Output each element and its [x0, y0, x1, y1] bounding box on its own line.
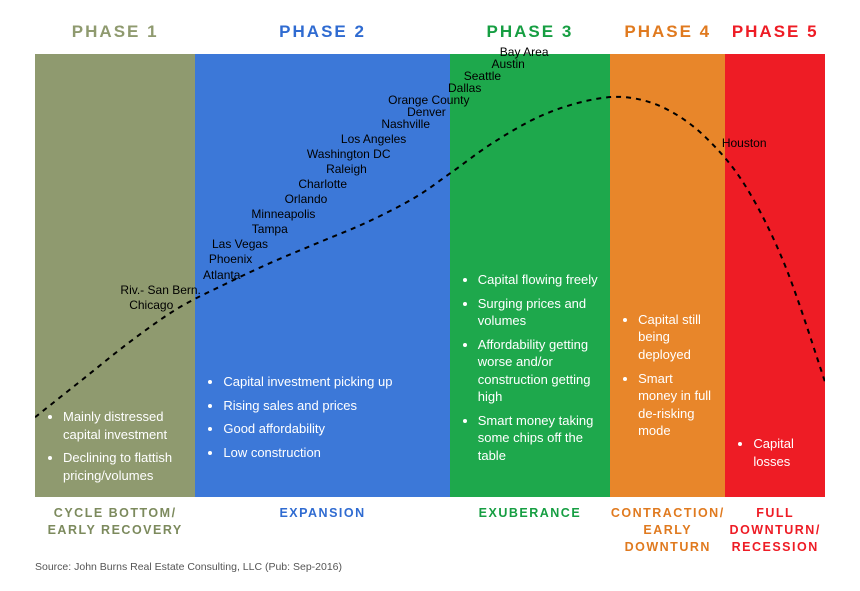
city-label: Washington DC [307, 147, 391, 161]
phase-footer-p5: FULLDOWNTURN/RECESSION [725, 501, 825, 557]
bullet: Surging prices and volumes [478, 295, 598, 330]
city-label: Austin [491, 57, 524, 71]
bullet: Affordability getting worse and/or const… [478, 336, 598, 406]
city-label: Seattle [464, 69, 501, 83]
city-label: Chicago [129, 298, 173, 312]
city-label: Houston [722, 136, 767, 150]
bullet: Mainly distressed capital investment [63, 408, 183, 443]
phase-header-p4: PHASE 4 [610, 22, 725, 50]
city-label: Las Vegas [212, 237, 268, 251]
bullet: Smart money taking some chips off the ta… [478, 412, 598, 465]
phase-column-p4: Capital still being deployed Smart money … [610, 54, 725, 497]
city-label: Dallas [448, 81, 481, 95]
city-label: Charlotte [298, 177, 347, 191]
phase-footer-p3: EXUBERANCE [450, 501, 610, 557]
city-label: Los Angeles [341, 132, 406, 146]
city-label: Minneapolis [251, 207, 315, 221]
phase-header-p2: PHASE 2 [195, 22, 449, 50]
bullet: Low construction [223, 444, 437, 462]
phase-bullets-p4: Capital still being deployed Smart money … [622, 311, 713, 446]
phase-header-p1: PHASE 1 [35, 22, 195, 50]
phase-bullets-p5: Capital losses [737, 435, 813, 476]
phase-footer-p1: CYCLE BOTTOM/EARLY RECOVERY [35, 501, 195, 557]
bullet: Declining to flattish pricing/volumes [63, 449, 183, 484]
city-label: Riv.- San Bern. [120, 283, 200, 297]
bullet: Good affordability [223, 420, 437, 438]
city-label: Bay Area [500, 45, 549, 59]
phase-footer-p4: CONTRACTION/EARLY DOWNTURN [610, 501, 725, 557]
chart-wrap: PHASE 1PHASE 2PHASE 3PHASE 4PHASE 5 Main… [0, 0, 860, 591]
bullet: Capital still being deployed [638, 311, 713, 364]
city-label: Orange County [388, 93, 469, 107]
footer-row: CYCLE BOTTOM/EARLY RECOVERYEXPANSIONEXUB… [35, 501, 825, 557]
phase-header-p5: PHASE 5 [725, 22, 825, 50]
header-row: PHASE 1PHASE 2PHASE 3PHASE 4PHASE 5 [35, 22, 825, 50]
bullet: Rising sales and prices [223, 397, 437, 415]
phases-bg: Mainly distressed capital investment Decl… [35, 54, 825, 497]
city-label: Tampa [252, 222, 288, 236]
bullet: Capital losses [753, 435, 813, 470]
phase-column-p3: Capital flowing freely Surging prices and… [450, 54, 610, 497]
phase-bullets-p3: Capital flowing freely Surging prices and… [462, 271, 598, 470]
bullet: Capital flowing freely [478, 271, 598, 289]
city-label: Atlanta [203, 268, 240, 282]
phase-bullets-p2: Capital investment picking up Rising sale… [207, 373, 437, 467]
phase-footer-p2: EXPANSION [195, 501, 449, 557]
bullet: Smart money in full de-risking mode [638, 370, 713, 440]
bullet: Capital investment picking up [223, 373, 437, 391]
phase-column-p5: Capital losses [725, 54, 825, 497]
city-label: Denver [407, 105, 446, 119]
city-label: Nashville [381, 117, 430, 131]
city-label: Orlando [285, 192, 328, 206]
phase-column-p1: Mainly distressed capital investment Decl… [35, 54, 195, 497]
city-label: Raleigh [326, 162, 367, 176]
phase-bullets-p1: Mainly distressed capital investment Decl… [47, 408, 183, 490]
source-text: Source: John Burns Real Estate Consultin… [35, 561, 342, 573]
city-label: Phoenix [209, 252, 252, 266]
